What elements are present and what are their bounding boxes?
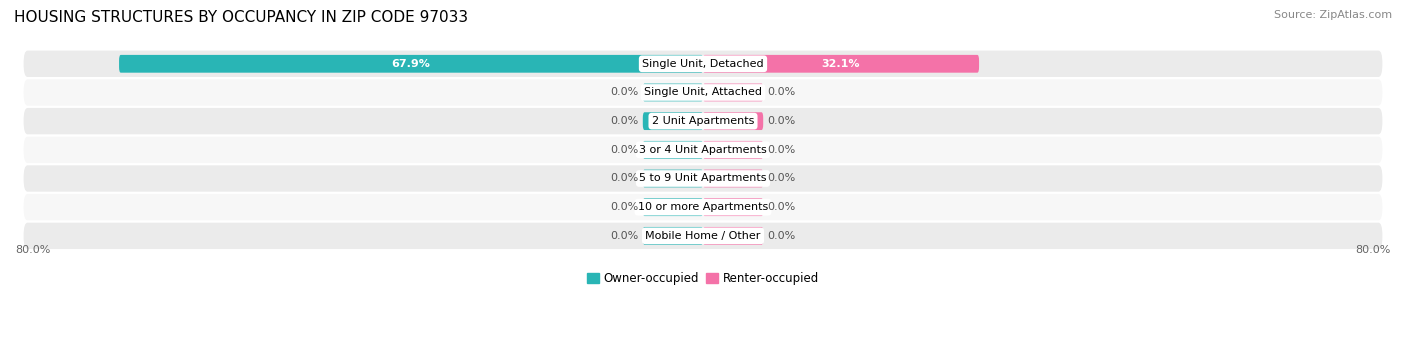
FancyBboxPatch shape <box>643 198 703 216</box>
FancyBboxPatch shape <box>643 141 703 159</box>
FancyBboxPatch shape <box>24 79 1382 106</box>
Text: 0.0%: 0.0% <box>610 145 638 155</box>
FancyBboxPatch shape <box>703 55 979 73</box>
Text: 0.0%: 0.0% <box>768 202 796 212</box>
FancyBboxPatch shape <box>643 227 703 245</box>
Text: 5 to 9 Unit Apartments: 5 to 9 Unit Apartments <box>640 174 766 183</box>
FancyBboxPatch shape <box>703 84 763 101</box>
FancyBboxPatch shape <box>120 55 703 73</box>
Text: 0.0%: 0.0% <box>768 116 796 126</box>
FancyBboxPatch shape <box>24 50 1382 77</box>
FancyBboxPatch shape <box>24 108 1382 134</box>
FancyBboxPatch shape <box>703 112 763 130</box>
Text: 0.0%: 0.0% <box>610 174 638 183</box>
Text: 80.0%: 80.0% <box>15 246 51 255</box>
Text: 0.0%: 0.0% <box>610 116 638 126</box>
FancyBboxPatch shape <box>703 169 763 188</box>
Text: Mobile Home / Other: Mobile Home / Other <box>645 231 761 241</box>
FancyBboxPatch shape <box>703 198 763 216</box>
Legend: Owner-occupied, Renter-occupied: Owner-occupied, Renter-occupied <box>582 268 824 290</box>
FancyBboxPatch shape <box>24 194 1382 220</box>
FancyBboxPatch shape <box>643 169 703 188</box>
Text: 10 or more Apartments: 10 or more Apartments <box>638 202 768 212</box>
FancyBboxPatch shape <box>24 165 1382 192</box>
FancyBboxPatch shape <box>24 137 1382 163</box>
Text: 0.0%: 0.0% <box>768 145 796 155</box>
Text: 67.9%: 67.9% <box>392 59 430 69</box>
FancyBboxPatch shape <box>703 227 763 245</box>
FancyBboxPatch shape <box>703 141 763 159</box>
Text: 0.0%: 0.0% <box>610 87 638 98</box>
Text: HOUSING STRUCTURES BY OCCUPANCY IN ZIP CODE 97033: HOUSING STRUCTURES BY OCCUPANCY IN ZIP C… <box>14 10 468 25</box>
Text: 80.0%: 80.0% <box>1355 246 1391 255</box>
Text: Single Unit, Detached: Single Unit, Detached <box>643 59 763 69</box>
Text: 32.1%: 32.1% <box>821 59 860 69</box>
FancyBboxPatch shape <box>643 112 703 130</box>
Text: 3 or 4 Unit Apartments: 3 or 4 Unit Apartments <box>640 145 766 155</box>
FancyBboxPatch shape <box>643 84 703 101</box>
Text: 0.0%: 0.0% <box>610 202 638 212</box>
Text: 0.0%: 0.0% <box>610 231 638 241</box>
Text: 0.0%: 0.0% <box>768 174 796 183</box>
Text: Source: ZipAtlas.com: Source: ZipAtlas.com <box>1274 10 1392 20</box>
Text: 0.0%: 0.0% <box>768 87 796 98</box>
Text: Single Unit, Attached: Single Unit, Attached <box>644 87 762 98</box>
Text: 0.0%: 0.0% <box>768 231 796 241</box>
Text: 2 Unit Apartments: 2 Unit Apartments <box>652 116 754 126</box>
FancyBboxPatch shape <box>24 223 1382 249</box>
